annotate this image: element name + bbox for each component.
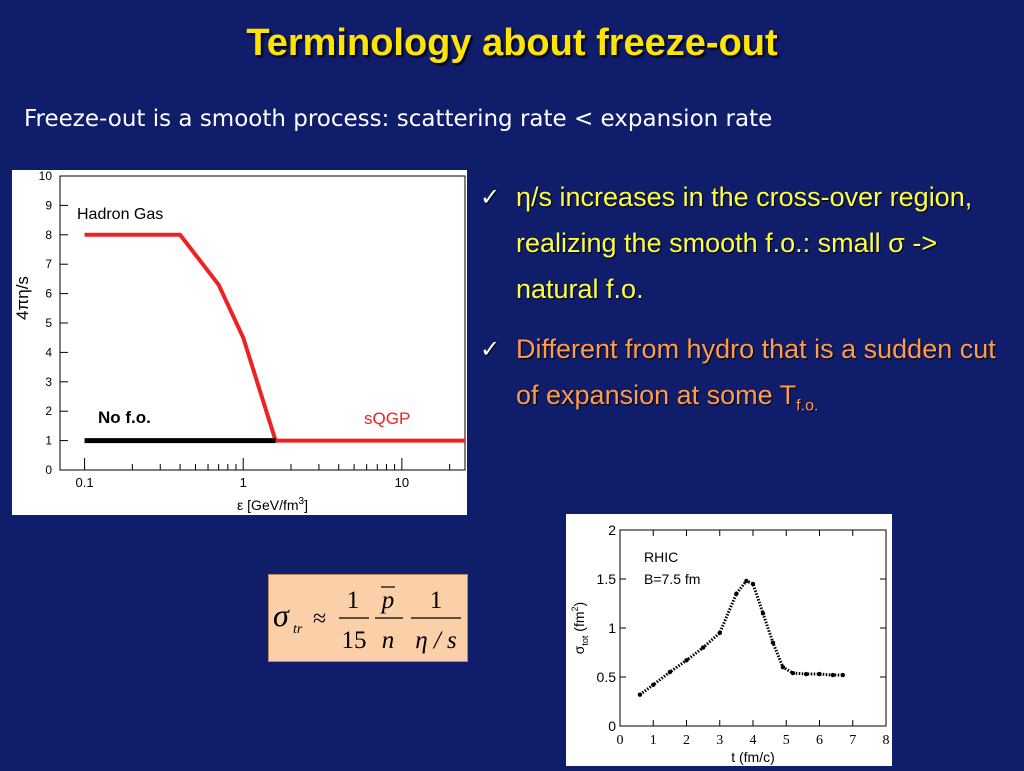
y-tick-label: 7: [45, 257, 52, 271]
bullet-list: ✓ η/s increases in the cross-over region…: [476, 174, 1016, 429]
x-tick-label: 6: [816, 733, 823, 748]
bullet-subscript: f.o.: [796, 397, 819, 415]
formula-approx: ≈: [313, 606, 326, 632]
impact-parameter-label: B=7.5 fm: [644, 571, 700, 587]
x-tick-label: 5: [783, 733, 790, 748]
y-tick-label: 0: [45, 463, 52, 477]
y-axis-label-sub: tot: [580, 635, 590, 646]
rhic-label: RHIC: [644, 549, 678, 565]
y-tick-label: 9: [45, 198, 52, 212]
bullet-text-part: /s increases in the cross-over region, r…: [516, 182, 973, 258]
viscosity-chart: 0 1 2 3 4 5 6 7 8 9 10 0.1 1 10 ε [GeV/fm3] 4πη/s Hadron…: [12, 169, 467, 515]
x-tick-label: 1: [650, 733, 657, 748]
check-icon: ✓: [480, 183, 501, 211]
y-tick-label: 3: [45, 375, 52, 389]
formula-f3-den: η / s: [415, 627, 457, 654]
x-tick-label: 0.1: [76, 475, 94, 490]
formula-lhs: σ: [273, 597, 290, 633]
x-axis-label-sup: 3: [299, 496, 305, 507]
y-axis-label-part: (fm: [571, 611, 587, 635]
x-tick-label: 3: [716, 733, 723, 748]
y-tick-label: 2: [608, 522, 616, 538]
y-tick-label: 8: [45, 228, 52, 242]
slide-title: Terminology about freeze-out: [246, 22, 778, 64]
y-tick-label: 1: [608, 620, 616, 636]
data-point-band: [639, 579, 843, 696]
y-tick-label: 1.5: [597, 571, 617, 587]
y-axis-label-part: σ: [571, 645, 587, 654]
y-tick-label: 0: [608, 718, 616, 734]
x-tick-label: 8: [883, 733, 890, 748]
x-axis-label-part: ε [GeV/fm: [237, 497, 298, 513]
slide-subtitle: Freeze-out is a smooth process: scatteri…: [24, 106, 773, 132]
bullet-text-part: -> natural f.o.: [516, 228, 938, 304]
y-tick-label: 4: [45, 345, 52, 359]
formula-svg: σ tr ≈ 1 15 p n 1 η / s: [273, 586, 461, 654]
y-tick-label: 2: [45, 404, 52, 418]
x-tick-label: 2: [683, 733, 690, 748]
formula-f1-den: 15: [342, 627, 367, 654]
y-tick-label: 5: [45, 316, 52, 330]
x-tick-label: 0: [617, 733, 624, 748]
cross-section-chart: 0 1 2 3 4 5 6 7 8 0 0.5 1 1.5 2 t (fm/c) σtot (fm2) RHIC…: [566, 514, 892, 766]
bullet-item-hydro: ✓ Different from hydro that is a sudden …: [476, 326, 1016, 429]
formula-lhs-sub: tr: [293, 622, 303, 637]
y-tick-label: 1: [45, 434, 52, 448]
check-icon: ✓: [480, 335, 501, 363]
y-axis-label: 4πη/s: [13, 276, 32, 320]
eta-s-curve: [84, 232, 465, 443]
bullet-item-viscosity: ✓ η/s increases in the cross-over region…: [476, 174, 1016, 312]
formula-f3-num: 1: [430, 587, 443, 614]
y-tick-label: 0.5: [597, 669, 617, 685]
x-tick-label: 7: [849, 733, 856, 748]
x-axis-label: t (fm/c): [731, 749, 775, 765]
sigma-symbol: σ: [888, 228, 905, 258]
x-tick-label: 10: [395, 475, 409, 490]
y-axis-label-part: ): [571, 602, 587, 607]
bullet-text: Different from hydro that is a sudden cu…: [516, 334, 996, 410]
formula-f1-num: 1: [347, 587, 360, 614]
x-tick-label: 4: [750, 733, 757, 748]
x-axis-label-part: ]: [304, 497, 308, 513]
y-tick-label: 10: [39, 170, 53, 183]
y-axis-label-sup: 2: [570, 606, 580, 611]
formula-f2-den: n: [382, 627, 395, 654]
no-fo-label: No f.o.: [98, 408, 151, 427]
hadron-gas-label: Hadron Gas: [77, 206, 163, 223]
sqgp-label: sQGP: [364, 409, 410, 428]
x-tick-label: 1: [240, 475, 247, 490]
y-axis-label: σtot (fm2): [570, 602, 590, 654]
cross-section-chart-svg: 0 1 2 3 4 5 6 7 800.511.52t (fm/c)σtot (fm2)RHIC…: [570, 522, 890, 765]
formula-box: σ tr ≈ 1 15 p n 1 η / s: [268, 574, 468, 662]
y-tick-label: 6: [45, 287, 52, 301]
x-axis-label: ε [GeV/fm3]: [237, 496, 308, 513]
eta-symbol: η: [516, 182, 532, 212]
formula-f2-num: p: [380, 587, 395, 614]
